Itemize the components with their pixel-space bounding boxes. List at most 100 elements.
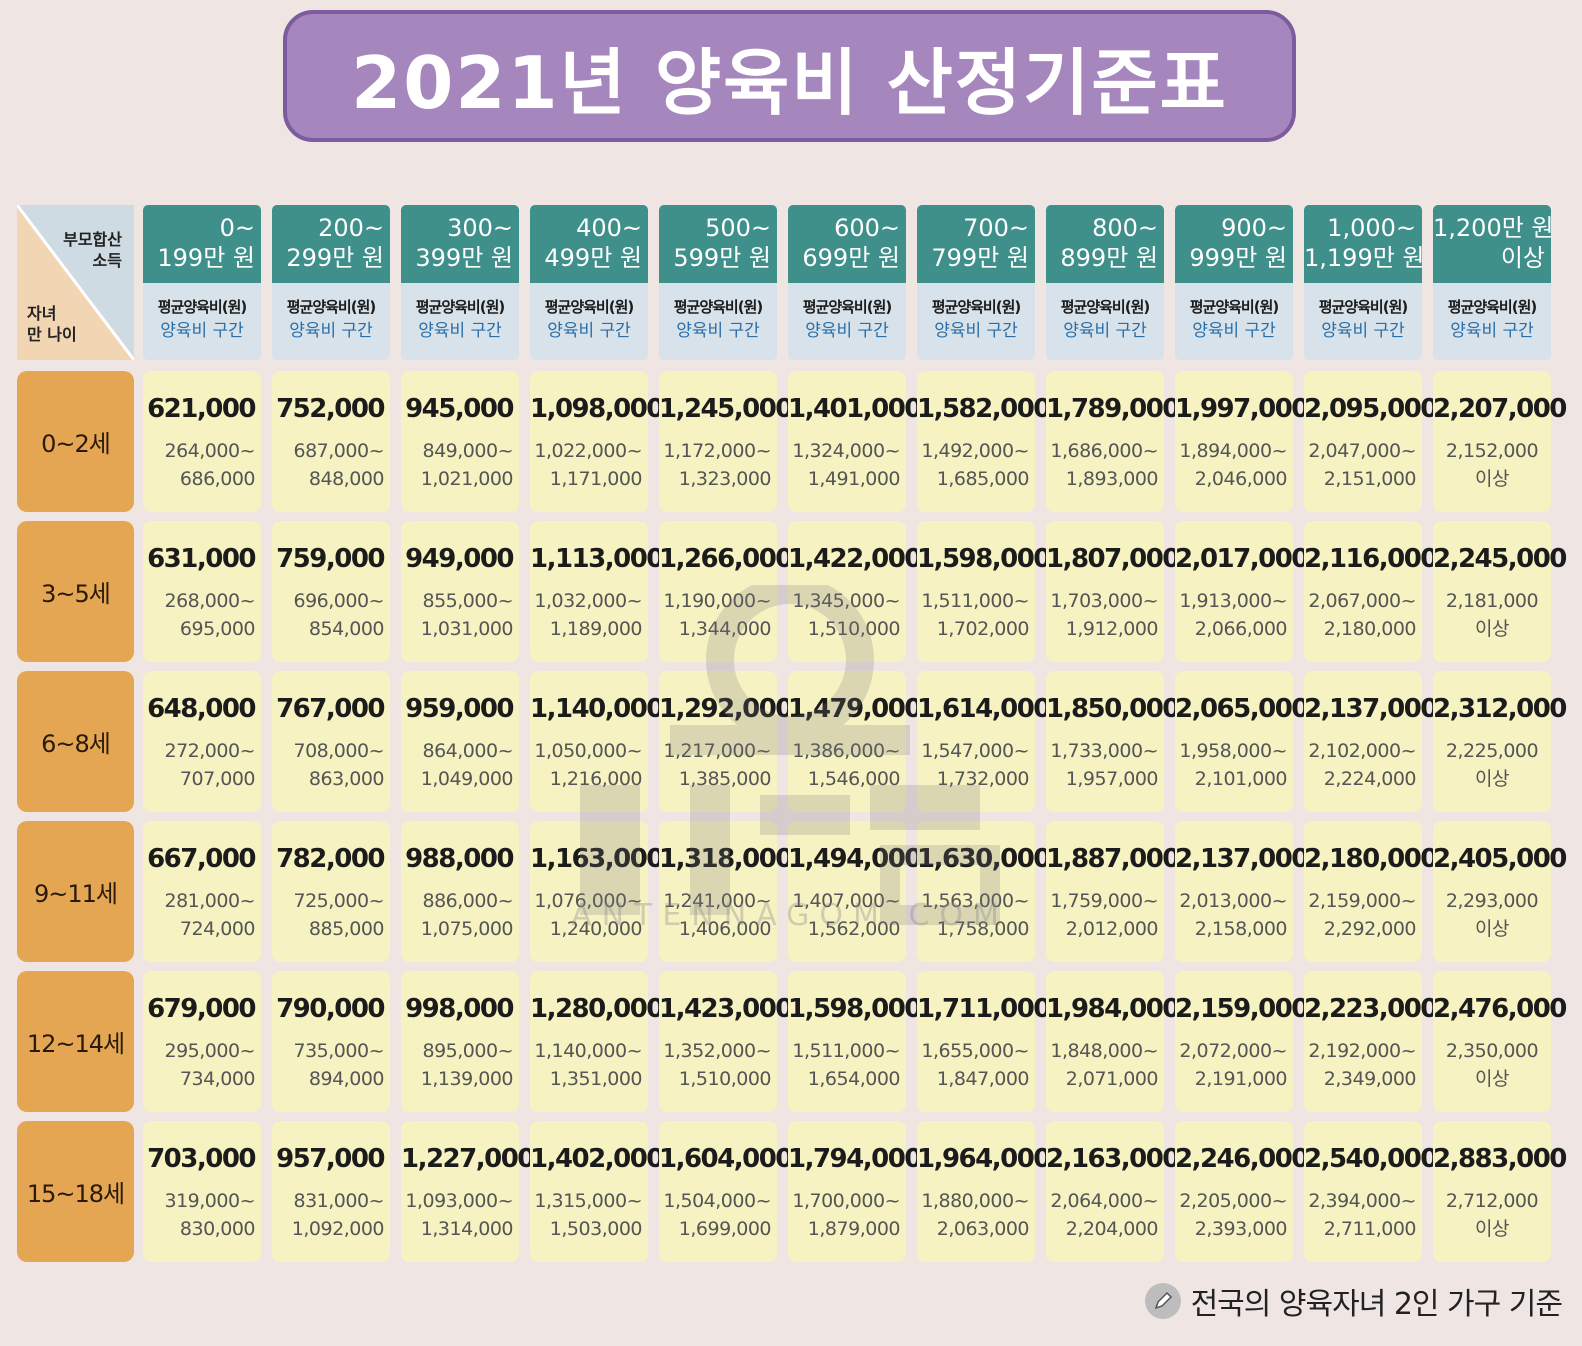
cost-range-label: 양육비 구간 <box>1063 321 1147 341</box>
range-low-value: 735,000~ <box>293 1040 385 1062</box>
column-header: 300~ 399만 원 평균양육비(원) 양육비 구간 <box>401 205 519 360</box>
table-cell: 1,630,000 1,563,000~ 1,758,000 <box>917 821 1051 962</box>
income-range: 1,000~ 1,199만 원 <box>1304 205 1425 283</box>
range-low-value: 1,315,000~ <box>534 1190 642 1212</box>
income-range: 200~ 299만 원 <box>272 205 390 283</box>
avg-cost-value: 759,000 <box>276 544 385 574</box>
range-high-value: 2,151,000 <box>1323 468 1417 490</box>
range-high-value: 1,049,000 <box>420 768 514 790</box>
range-high-value: 2,063,000 <box>936 1218 1030 1240</box>
income-range-line2: 399만 원 <box>415 244 513 272</box>
range-high-value: 1,189,000 <box>549 618 643 640</box>
range-high-value: 2,349,000 <box>1323 1068 1417 1090</box>
table-cell: 1,789,000 1,686,000~ 1,893,000 <box>1046 371 1180 512</box>
avg-cost-value: 2,312,000 <box>1433 694 1567 724</box>
avg-cost-value: 621,000 <box>147 394 256 424</box>
avg-cost-value: 1,402,000 <box>530 1144 664 1174</box>
table-cell: 2,116,000 2,067,000~ 2,180,000 <box>1304 521 1438 662</box>
range-low-value: 1,511,000~ <box>921 590 1029 612</box>
avg-cost-value: 1,163,000 <box>530 844 664 874</box>
table-cell: 782,000 725,000~ 885,000 <box>272 821 390 962</box>
cost-range-label: 양육비 구간 <box>1321 321 1405 341</box>
income-range-line2: 599만 원 <box>673 244 771 272</box>
watermark-url: ANTENNAGOM.COM <box>571 898 1009 933</box>
range-high-value: 1,092,000 <box>291 1218 385 1240</box>
avg-cost-value: 2,245,000 <box>1433 544 1567 574</box>
cost-range-label: 양육비 구간 <box>1192 321 1276 341</box>
avg-cost-value: 1,598,000 <box>788 994 922 1024</box>
table-cell: 2,883,000 2,712,000 이상 <box>1433 1121 1567 1262</box>
range-high-value: 724,000 <box>179 918 256 940</box>
range-low-value: 272,000~ <box>164 740 256 762</box>
range-low-value: 1,703,000~ <box>1050 590 1158 612</box>
footnote-text: 전국의 양육자녀 2인 가구 기준 <box>1190 1287 1563 1322</box>
avg-cost-value: 2,159,000 <box>1175 994 1309 1024</box>
avg-cost-value: 1,850,000 <box>1046 694 1180 724</box>
table-cell: 621,000 264,000~ 686,000 <box>143 371 261 512</box>
income-range: 300~ 399만 원 <box>401 205 519 283</box>
column-subheader: 평균양육비(원) 양육비 구간 <box>530 283 648 360</box>
avg-cost-value: 767,000 <box>276 694 385 724</box>
range-low-value: 2,293,000 <box>1445 890 1539 912</box>
range-low-value: 1,241,000~ <box>663 890 771 912</box>
avg-cost-value: 1,887,000 <box>1046 844 1180 874</box>
income-range: 0~ 199만 원 <box>143 205 261 283</box>
range-high-value: 830,000 <box>179 1218 256 1240</box>
income-range-line2: 799만 원 <box>931 244 1029 272</box>
table-cell: 1,598,000 1,511,000~ 1,654,000 <box>788 971 922 1112</box>
avg-cost-value: 2,137,000 <box>1304 694 1438 724</box>
range-high-value: 이상 <box>1475 468 1509 490</box>
range-low-value: 1,894,000~ <box>1179 440 1287 462</box>
avg-cost-value: 945,000 <box>405 394 514 424</box>
avg-cost-value: 2,207,000 <box>1433 394 1567 424</box>
table-cell: 2,245,000 2,181,000 이상 <box>1433 521 1567 662</box>
range-high-value: 1,562,000 <box>807 918 901 940</box>
avg-cost-value: 1,280,000 <box>530 994 664 1024</box>
range-low-value: 687,000~ <box>293 440 385 462</box>
table-cell: 752,000 687,000~ 848,000 <box>272 371 390 512</box>
range-low-value: 2,205,000~ <box>1179 1190 1287 1212</box>
table-cell: 945,000 849,000~ 1,021,000 <box>401 371 519 512</box>
avg-cost-value: 752,000 <box>276 394 385 424</box>
range-high-value: 894,000 <box>308 1068 385 1090</box>
table-cell: 2,540,000 2,394,000~ 2,711,000 <box>1304 1121 1438 1262</box>
cost-range-label: 양육비 구간 <box>289 321 373 341</box>
range-high-value: 1,240,000 <box>549 918 643 940</box>
range-low-value: 319,000~ <box>164 1190 256 1212</box>
range-high-value: 885,000 <box>308 918 385 940</box>
range-high-value: 1,510,000 <box>678 1068 772 1090</box>
corner-header: 부모합산 소득 자녀 만 나이 <box>17 205 134 360</box>
range-low-value: 1,386,000~ <box>792 740 900 762</box>
avg-cost-label: 평균양육비(원) <box>286 298 377 316</box>
range-low-value: 1,880,000~ <box>921 1190 1029 1212</box>
table-cell: 1,292,000 1,217,000~ 1,385,000 <box>659 671 793 812</box>
avg-cost-value: 998,000 <box>405 994 514 1024</box>
range-low-value: 2,013,000~ <box>1179 890 1287 912</box>
avg-cost-label: 평균양육비(원) <box>802 298 893 316</box>
income-range: 400~ 499만 원 <box>530 205 648 283</box>
table-cell: 1,494,000 1,407,000~ 1,562,000 <box>788 821 922 962</box>
range-low-value: 1,022,000~ <box>534 440 642 462</box>
avg-cost-label: 평균양육비(원) <box>1447 298 1538 316</box>
income-range-line1: 400~ <box>576 214 642 242</box>
income-range: 800~ 899만 원 <box>1046 205 1164 283</box>
age-group-label: 12~14세 <box>17 971 134 1112</box>
range-high-value: 1,699,000 <box>678 1218 772 1240</box>
range-high-value: 1,385,000 <box>678 768 772 790</box>
avg-cost-value: 2,476,000 <box>1433 994 1567 1024</box>
table-cell: 2,476,000 2,350,000 이상 <box>1433 971 1567 1112</box>
table-cell: 1,163,000 1,076,000~ 1,240,000 <box>530 821 664 962</box>
pencil-icon <box>1144 1283 1181 1319</box>
avg-cost-value: 2,017,000 <box>1175 544 1309 574</box>
range-high-value: 1,406,000 <box>678 918 772 940</box>
table-cell: 2,017,000 1,913,000~ 2,066,000 <box>1175 521 1309 662</box>
range-high-value: 1,912,000 <box>1065 618 1159 640</box>
avg-cost-value: 1,422,000 <box>788 544 922 574</box>
cost-range-label: 양육비 구간 <box>1450 321 1534 341</box>
range-high-value: 이상 <box>1475 768 1509 790</box>
column-header: 1,200만 원 이상 평균양육비(원) 양육비 구간 <box>1433 205 1554 360</box>
range-high-value: 1,654,000 <box>807 1068 901 1090</box>
column-subheader: 평균양육비(원) 양육비 구간 <box>1433 283 1551 360</box>
range-low-value: 864,000~ <box>422 740 514 762</box>
avg-cost-value: 2,405,000 <box>1433 844 1567 874</box>
